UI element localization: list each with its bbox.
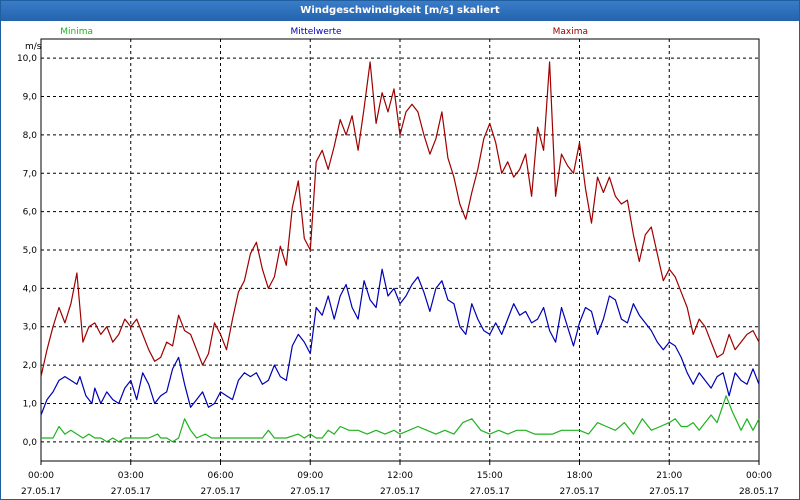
x-tick-time-label: 21:00 <box>656 471 682 481</box>
y-tick-label: 3,0 <box>23 323 38 333</box>
legend-maxima: Maxima <box>553 27 588 37</box>
x-tick-time-label: 06:00 <box>208 471 234 481</box>
x-tick-date-label: 27.05.17 <box>380 487 420 497</box>
window-title: Windgeschwindigkeit [m/s] skaliert <box>1 1 799 21</box>
x-tick-time-label: 00:00 <box>746 471 772 481</box>
y-tick-label: 10,0 <box>17 54 37 64</box>
x-tick-time-label: 12:00 <box>387 471 413 481</box>
y-axis-label: m/s <box>25 42 42 52</box>
x-tick-date-label: 28.05.17 <box>739 487 779 497</box>
y-tick-label: 4,0 <box>23 284 38 294</box>
y-tick-label: 1,0 <box>23 399 38 409</box>
x-tick-date-label: 27.05.17 <box>470 487 510 497</box>
y-tick-label: 0,0 <box>23 438 38 448</box>
x-tick-time-label: 18:00 <box>567 471 593 481</box>
legend-minima: Minima <box>60 27 93 37</box>
y-tick-label: 6,0 <box>23 208 38 218</box>
x-tick-time-label: 00:00 <box>28 471 54 481</box>
x-tick-date-label: 27.05.17 <box>200 487 240 497</box>
y-tick-label: 9,0 <box>23 93 38 103</box>
y-tick-label: 2,0 <box>23 361 38 371</box>
x-tick-date-label: 27.05.17 <box>559 487 599 497</box>
y-tick-label: 8,0 <box>23 131 38 141</box>
x-tick-time-label: 09:00 <box>297 471 323 481</box>
legend-mittelwerte: Mittelwerte <box>290 27 341 37</box>
x-tick-date-label: 27.05.17 <box>649 487 689 497</box>
x-tick-date-label: 27.05.17 <box>21 487 61 497</box>
series-line-mittelwerte <box>40 268 760 416</box>
y-tick-label: 5,0 <box>23 246 38 256</box>
x-tick-date-label: 27.05.17 <box>111 487 151 497</box>
x-tick-time-label: 15:00 <box>477 471 503 481</box>
y-tick-label: 7,0 <box>23 169 38 179</box>
series-line-minima <box>41 395 760 443</box>
series-line-maxima <box>40 61 760 377</box>
x-tick-time-label: 03:00 <box>118 471 144 481</box>
x-tick-date-label: 27.05.17 <box>290 487 330 497</box>
